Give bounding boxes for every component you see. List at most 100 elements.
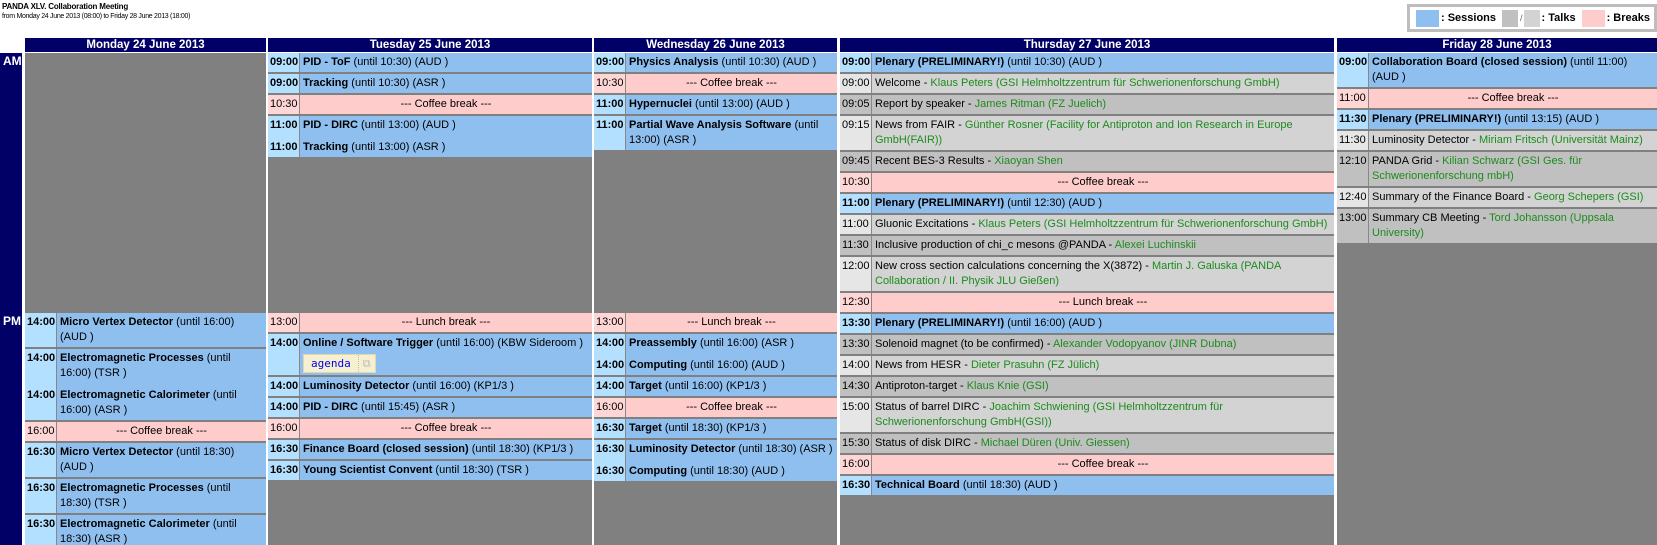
session-block[interactable]: 16:30 Technical Board (until 18:30) (AUD … <box>840 476 1334 497</box>
talk-title[interactable]: Inclusive production of chi_c mesons @PA… <box>875 239 1115 251</box>
talk-block[interactable]: 11:30 Inclusive production of chi_c meson… <box>840 236 1334 257</box>
session-entry[interactable]: 16:30 Computing (until 18:30) (AUD ) <box>594 459 837 481</box>
talk-block[interactable]: 09:00 Welcome - Klaus Peters (GSI Helmhol… <box>840 74 1334 95</box>
talk-title[interactable]: Antiproton-target - <box>875 380 967 392</box>
session-block[interactable]: 13:30 Plenary (PRELIMINARY!) (until 16:00… <box>840 314 1334 335</box>
talk-speaker[interactable]: Georg Schepers (GSI) <box>1534 191 1644 203</box>
session-entry[interactable]: 11:00 PID - DIRC (until 13:00) (AUD ) <box>268 116 592 135</box>
talk-block[interactable]: 13:00 Summary CB Meeting - Tord Johansson… <box>1337 209 1657 245</box>
talk-speaker[interactable]: Alexei Luchinskii <box>1114 239 1196 251</box>
talk-block[interactable]: 15:30 Status of disk DIRC - Michael Düren… <box>840 434 1334 455</box>
session-block[interactable]: 16:30 Young Scientist Convent (until 18:3… <box>268 461 592 482</box>
agenda-label[interactable]: agenda <box>311 357 351 370</box>
session-entry[interactable]: 14:00 Computing (until 16:00) (AUD ) <box>594 353 837 375</box>
talk-speaker[interactable]: Klaus Knie (GSI) <box>966 380 1049 392</box>
talk-speaker[interactable]: Xiaoyan Shen <box>994 155 1063 167</box>
talk-block[interactable]: 11:00 Gluonic Excitations - Klaus Peters … <box>840 215 1334 236</box>
talk-title[interactable]: Solenoid magnet (to be confirmed) - <box>875 338 1053 350</box>
session-block[interactable]: 09:00 PID - ToF (until 10:30) (AUD ) <box>268 53 592 74</box>
session-title[interactable]: Electromagnetic Processes <box>60 352 204 364</box>
session-title[interactable]: Collaboration Board (closed session) <box>1372 56 1567 68</box>
talk-title[interactable]: New cross section calculations concernin… <box>875 260 1152 272</box>
session-entry[interactable]: 14:00 Electromagnetic Calorimeter (until … <box>25 383 266 420</box>
session-block[interactable]: 16:30 Finance Board (closed session) (unt… <box>268 440 592 461</box>
session-block[interactable]: 11:00 Hypernuclei (until 13:00) (AUD ) <box>594 95 837 116</box>
talk-block[interactable]: 11:30 Luminosity Detector - Miriam Fritsc… <box>1337 131 1657 152</box>
session-block[interactable]: 16:30 Luminosity Detector (until 18:30) (… <box>594 440 837 483</box>
session-entry[interactable]: 11:30 Plenary (PRELIMINARY!) (until 13:15… <box>1337 110 1657 129</box>
session-title[interactable]: Luminosity Detector <box>629 443 736 455</box>
session-block[interactable]: 14:00 Micro Vertex Detector (until 16:00)… <box>25 313 266 349</box>
session-block[interactable]: 11:00 PID - DIRC (until 13:00) (AUD ) 11:0… <box>268 116 592 159</box>
talk-block[interactable]: 09:45 Recent BES-3 Results - Xiaoyan Shen <box>840 152 1334 173</box>
session-block[interactable]: 14:00 Online / Software Trigger (until 16… <box>268 334 592 377</box>
talk-block[interactable]: 12:10 PANDA Grid - Kilian Schwarz (GSI Ge… <box>1337 152 1657 188</box>
session-entry[interactable]: 16:30 Young Scientist Convent (until 18:3… <box>268 461 592 480</box>
session-entry[interactable]: 14:00 PID - DIRC (until 15:45) (ASR ) <box>268 398 592 417</box>
session-block[interactable]: 16:30 Target (until 18:30) (KP1/3 ) <box>594 419 837 440</box>
session-title[interactable]: Plenary (PRELIMINARY!) <box>875 197 1005 209</box>
session-entry[interactable]: 13:30 Plenary (PRELIMINARY!) (until 16:00… <box>840 314 1334 333</box>
talk-title[interactable]: Summary of the Finance Board - <box>1372 191 1535 203</box>
session-title[interactable]: Electromagnetic Calorimeter <box>60 518 210 530</box>
session-title[interactable]: PID - ToF <box>303 56 351 68</box>
session-block[interactable]: 16:30 Electromagnetic Calorimeter (until … <box>25 515 266 545</box>
talk-title[interactable]: Report by speaker - <box>875 98 975 110</box>
talk-block[interactable]: 09:05 Report by speaker - James Ritman (F… <box>840 95 1334 116</box>
session-title[interactable]: Technical Board <box>875 479 960 491</box>
session-entry[interactable]: 16:30 Micro Vertex Detector (until 18:30)… <box>25 443 266 477</box>
talk-block[interactable]: 13:30 Solenoid magnet (to be confirmed) -… <box>840 335 1334 356</box>
session-title[interactable]: Target <box>629 422 662 434</box>
talk-speaker[interactable]: Dieter Prasuhn (FZ Jülich) <box>970 359 1100 371</box>
talk-speaker[interactable]: Günther Rosner (Facility for Antiproton … <box>875 119 1293 146</box>
session-title[interactable]: Partial Wave Analysis Software <box>629 119 792 131</box>
session-block[interactable]: 14:00 Electromagnetic Processes (until 16… <box>25 349 266 422</box>
talk-title[interactable]: Recent BES-3 Results - <box>875 155 995 167</box>
session-title[interactable]: Computing <box>629 465 688 477</box>
session-title[interactable]: Electromagnetic Processes <box>60 482 204 494</box>
external-link-icon[interactable]: ⧉ <box>357 355 375 372</box>
session-entry[interactable]: 09:00 Plenary (PRELIMINARY!) (until 10:30… <box>840 53 1334 72</box>
talk-block[interactable]: 14:00 News from HESR - Dieter Prasuhn (FZ… <box>840 356 1334 377</box>
talk-title[interactable]: PANDA Grid - <box>1372 155 1443 167</box>
talk-title[interactable]: News from HESR - <box>875 359 971 371</box>
session-title[interactable]: Computing <box>629 359 688 371</box>
session-title[interactable]: Tracking <box>303 141 349 153</box>
session-title[interactable]: Tracking <box>303 77 349 89</box>
session-block[interactable]: 11:00 Plenary (PRELIMINARY!) (until 12:30… <box>840 194 1334 215</box>
session-entry[interactable]: 16:30 Finance Board (closed session) (unt… <box>268 440 592 459</box>
talk-speaker[interactable]: Miriam Fritsch (Universität Mainz) <box>1478 134 1643 146</box>
session-block[interactable]: 14:00 PID - DIRC (until 15:45) (ASR ) <box>268 398 592 419</box>
session-title[interactable]: Plenary (PRELIMINARY!) <box>875 317 1005 329</box>
session-entry[interactable]: 14:00 Online / Software Trigger (until 16… <box>268 334 592 375</box>
talk-block[interactable]: 12:40 Summary of the Finance Board - Geor… <box>1337 188 1657 209</box>
talk-title[interactable]: Welcome - <box>875 77 931 89</box>
session-title[interactable]: Physics Analysis <box>629 56 719 68</box>
session-entry[interactable]: 16:30 Technical Board (until 18:30) (AUD … <box>840 476 1334 495</box>
session-title[interactable]: Micro Vertex Detector <box>60 446 174 458</box>
talk-speaker[interactable]: Kilian Schwarz (GSI Ges. für Schwerionen… <box>1372 155 1583 182</box>
session-title[interactable]: PID - DIRC <box>303 401 358 413</box>
session-title[interactable]: Target <box>629 380 662 392</box>
talk-speaker[interactable]: Klaus Peters (GSI Helmholtzzentrum für S… <box>978 218 1328 230</box>
session-entry[interactable]: 09:00 Collaboration Board (closed session… <box>1337 53 1657 87</box>
session-entry[interactable]: 09:00 Physics Analysis (until 10:30) (AUD… <box>594 53 837 72</box>
session-block[interactable]: 09:00 Plenary (PRELIMINARY!) (until 10:30… <box>840 53 1334 74</box>
session-block[interactable]: 14:00 Target (until 16:00) (KP1/3 ) <box>594 377 837 398</box>
session-entry[interactable]: 09:00 Tracking (until 10:30) (ASR ) <box>268 74 592 93</box>
talk-title[interactable]: Gluonic Excitations - <box>875 218 979 230</box>
session-block[interactable]: 16:30 Micro Vertex Detector (until 18:30)… <box>25 443 266 479</box>
talk-title[interactable]: Luminosity Detector - <box>1372 134 1479 146</box>
talk-speaker[interactable]: Martin J. Galuska (PANDA Collaboration /… <box>875 260 1281 287</box>
session-entry[interactable]: 14:00 Micro Vertex Detector (until 16:00)… <box>25 313 266 347</box>
session-entry[interactable]: 11:00 Hypernuclei (until 13:00) (AUD ) <box>594 95 837 114</box>
session-title[interactable]: Electromagnetic Calorimeter <box>60 389 210 401</box>
talk-speaker[interactable]: Joachim Schwiening (GSI Helmholtzzentrum… <box>875 401 1223 428</box>
session-block[interactable]: 14:00 Luminosity Detector (until 16:00) (… <box>268 377 592 398</box>
session-block[interactable]: 11:30 Plenary (PRELIMINARY!) (until 13:15… <box>1337 110 1657 131</box>
session-block[interactable]: 09:00 Tracking (until 10:30) (ASR ) <box>268 74 592 95</box>
session-block[interactable]: 16:30 Electromagnetic Processes (until 18… <box>25 479 266 515</box>
session-title[interactable]: Young Scientist Convent <box>303 464 433 476</box>
talk-speaker[interactable]: James Ritman (FZ Juelich) <box>974 98 1107 110</box>
session-block[interactable]: 11:00 Partial Wave Analysis Software (unt… <box>594 116 837 152</box>
